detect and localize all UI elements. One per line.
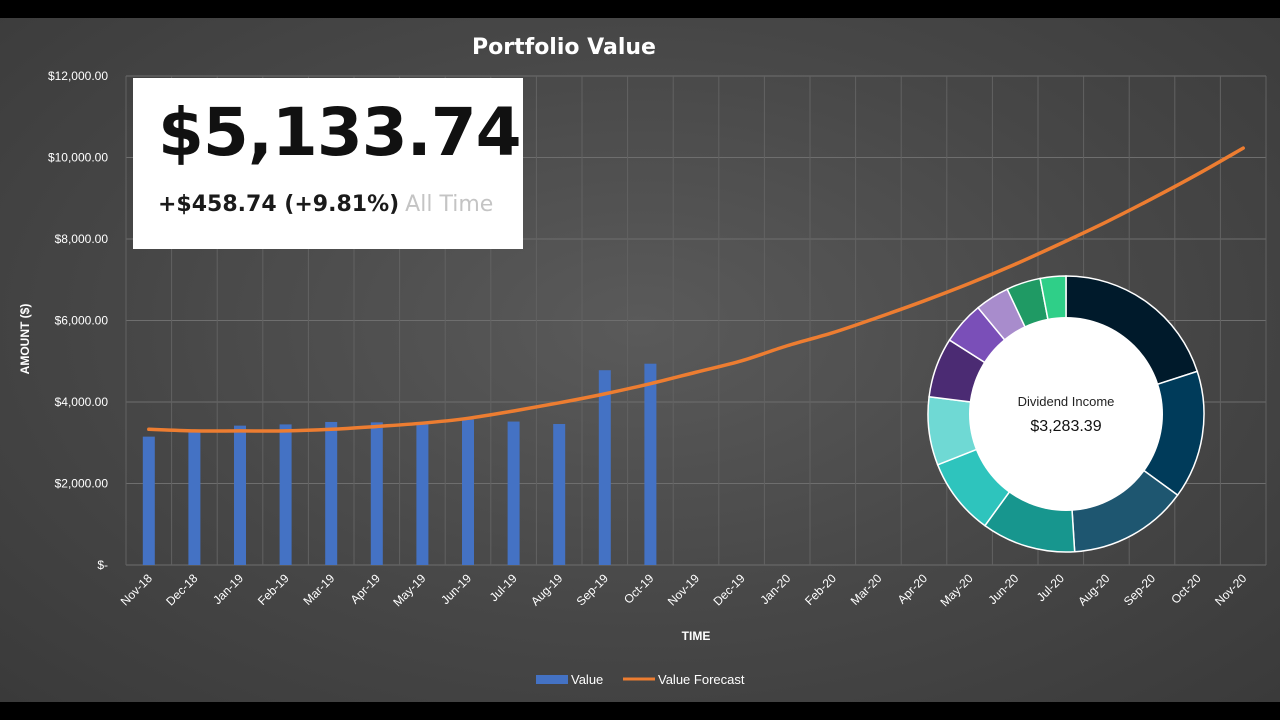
donut-hole (969, 317, 1163, 511)
y-tick-label: $10,000.00 (48, 151, 108, 165)
x-tick-label: Oct-19 (621, 571, 657, 607)
x-tick-label: May-20 (938, 571, 976, 609)
value-bar (279, 424, 292, 565)
x-tick-label: Aug-20 (1075, 571, 1112, 608)
value-bar (370, 422, 383, 565)
donut-center-value: $3,283.39 (1030, 418, 1101, 435)
portfolio-change-period: All Time (405, 192, 494, 217)
value-bar (325, 421, 338, 565)
value-bar (142, 436, 155, 565)
x-tick-label: Feb-19 (255, 571, 292, 608)
portfolio-summary-card: $5,133.74 +$458.74 (+9.81%) All Time (133, 78, 523, 249)
portfolio-change-amount: +$458.74 (+9.81%) (158, 192, 400, 217)
x-tick-label: Jun-19 (438, 571, 474, 607)
x-tick-label: Mar-19 (301, 571, 338, 608)
x-tick-label: Jul-19 (487, 571, 520, 604)
x-tick-labels: Nov-18 Dec-18 Jan-19 Feb-19 Mar-19 Apr-19 May-… (118, 571, 1250, 609)
portfolio-change-line: +$458.74 (+9.81%) All Time (158, 192, 493, 217)
x-tick-label: May-19 (390, 571, 428, 609)
y-tick-label: $12,000.00 (48, 69, 108, 83)
legend-forecast-label: Value Forecast (658, 672, 745, 687)
legend-value-label: Value (571, 672, 603, 687)
x-tick-label: Dec-19 (710, 571, 747, 608)
x-tick-label: Sep-20 (1121, 571, 1158, 608)
legend: Value Value Forecast (536, 672, 745, 687)
x-tick-label: Aug-19 (528, 571, 565, 608)
chart-title: Portfolio Value (472, 35, 656, 60)
y-tick-label: $- (97, 558, 108, 572)
chart-frame: $- $2,000.00 $4,000.00 $6,000.00 $8,000.00 $1… (0, 18, 1280, 702)
y-tick-label: $4,000.00 (55, 395, 109, 409)
x-axis-title: TIME (682, 629, 711, 643)
x-tick-label: Jun-20 (985, 571, 1021, 607)
x-tick-label: Nov-18 (118, 571, 155, 608)
x-tick-label: Apr-19 (348, 571, 384, 607)
value-bar (644, 363, 657, 565)
value-bar (553, 424, 566, 565)
x-tick-label: Feb-20 (802, 571, 839, 608)
x-tick-label: Jan-19 (210, 571, 246, 607)
legend-value-swatch (536, 675, 568, 684)
y-tick-label: $6,000.00 (55, 314, 109, 328)
y-tick-labels: $- $2,000.00 $4,000.00 $6,000.00 $8,000.00 $1… (48, 69, 108, 572)
y-axis-title: AMOUNT ($) (18, 304, 32, 375)
portfolio-total-value: $5,133.74 (158, 94, 522, 171)
donut-center-label: Dividend Income (1018, 394, 1115, 409)
value-forecast-line (147, 146, 1245, 433)
value-bars (142, 363, 657, 565)
value-bar (416, 423, 429, 565)
x-tick-label: Jan-20 (757, 571, 793, 607)
chart-canvas: $- $2,000.00 $4,000.00 $6,000.00 $8,000.00 $1… (18, 35, 1267, 687)
x-tick-label: Nov-20 (1212, 571, 1249, 608)
value-bar (234, 425, 246, 565)
value-bar (507, 421, 520, 565)
value-bar (598, 370, 611, 565)
y-tick-label: $8,000.00 (55, 232, 109, 246)
value-bar (462, 419, 474, 565)
y-tick-label: $2,000.00 (55, 477, 109, 491)
x-tick-label: Nov-19 (665, 571, 702, 608)
x-tick-label: Jul-20 (1034, 571, 1067, 604)
x-tick-label: Apr-20 (895, 571, 931, 607)
dividend-donut-chart: Dividend Income $3,283.39 (927, 275, 1205, 553)
x-tick-label: Dec-18 (163, 571, 200, 608)
x-tick-label: Mar-20 (848, 571, 885, 608)
x-tick-label: Oct-20 (1168, 571, 1204, 607)
x-tick-label: Sep-19 (574, 571, 611, 608)
value-bar (188, 431, 201, 565)
